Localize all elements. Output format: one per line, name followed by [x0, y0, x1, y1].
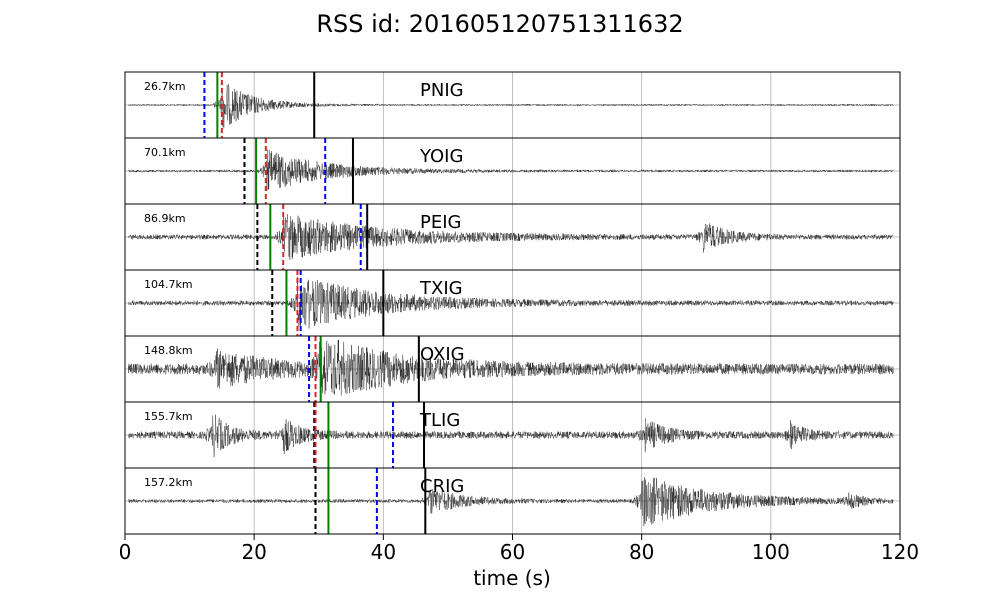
station-panel-peig: 86.9km PEIG [124, 203, 901, 271]
distance-label: 26.7km [144, 80, 186, 93]
x-tick-label: 40 [371, 540, 396, 564]
distance-label: 70.1km [144, 146, 186, 159]
station-label: OXIG [420, 344, 465, 365]
x-tick-label: 20 [241, 540, 266, 564]
x-tick-label: 0 [119, 540, 132, 564]
x-tick-label: 60 [500, 540, 525, 564]
x-tick-label: 120 [881, 540, 919, 564]
x-axis-label: time (s) [473, 566, 551, 590]
chart-title: RSS id: 2016051207513116​32 [316, 10, 683, 38]
station-label: CRIG [420, 476, 464, 497]
waveform-yoig [128, 149, 894, 191]
station-label: PNIG [420, 80, 464, 101]
waveform-peig [128, 214, 894, 260]
station-panel-tlig: 155.7km TLIG [124, 401, 901, 469]
x-axis: 0 20 40 60 80 100 120 [119, 534, 919, 564]
distance-label: 155.7km [144, 410, 193, 423]
waveform-txig [128, 276, 894, 329]
waveform-tlig [128, 414, 894, 458]
waveform-oxig [128, 340, 894, 396]
station-label: PEIG [420, 212, 461, 233]
distance-label: 157.2km [144, 476, 193, 489]
station-panel-yoig: 70.1km YOIG [124, 137, 901, 205]
station-panel-txig: 104.7km TXIG [124, 269, 901, 337]
station-panels: 26.7km PNIG 70.1km YOIG 86.9km PEIG 104.7km TXI… [124, 71, 901, 535]
station-label: TLIG [419, 410, 460, 431]
waveform-crig [128, 477, 894, 527]
distance-label: 86.9km [144, 212, 186, 225]
distance-label: 104.7km [144, 278, 193, 291]
waveform-pnig [128, 84, 894, 129]
x-tick-label: 100 [752, 540, 790, 564]
station-panel-pnig: 26.7km PNIG [124, 71, 901, 139]
station-label: YOIG [419, 146, 463, 167]
x-tick-label: 80 [629, 540, 654, 564]
distance-label: 148.8km [144, 344, 193, 357]
station-panel-oxig: 148.8km OXIG [124, 335, 901, 403]
station-label: TXIG [419, 278, 463, 299]
station-panel-crig: 157.2km CRIG [124, 467, 901, 535]
